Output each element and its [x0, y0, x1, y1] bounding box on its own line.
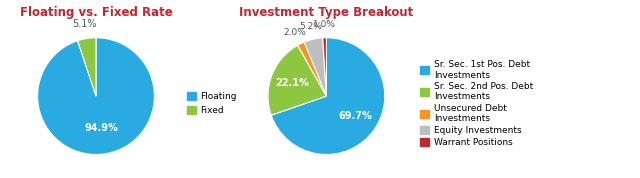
Text: 2.0%: 2.0%	[284, 28, 307, 36]
Wedge shape	[268, 45, 326, 115]
Text: 5.1%: 5.1%	[72, 19, 97, 29]
Legend: Sr. Sec. 1st Pos. Debt
Investments, Sr. Sec. 2nd Pos. Debt
Investments, Unsecure: Sr. Sec. 1st Pos. Debt Investments, Sr. …	[419, 58, 535, 148]
Text: 5.2%: 5.2%	[299, 22, 322, 31]
Title: Investment Type Breakout: Investment Type Breakout	[239, 6, 413, 19]
Text: 69.7%: 69.7%	[338, 111, 372, 121]
Wedge shape	[304, 38, 326, 96]
Legend: Floating, Fixed: Floating, Fixed	[185, 90, 239, 117]
Wedge shape	[77, 38, 96, 96]
Wedge shape	[271, 38, 385, 155]
Wedge shape	[298, 42, 326, 96]
Title: Floating vs. Fixed Rate: Floating vs. Fixed Rate	[20, 6, 172, 19]
Wedge shape	[323, 38, 326, 96]
Text: 1.0%: 1.0%	[313, 20, 335, 29]
Text: 94.9%: 94.9%	[84, 123, 118, 133]
Wedge shape	[38, 38, 154, 155]
Text: 22.1%: 22.1%	[276, 78, 309, 88]
